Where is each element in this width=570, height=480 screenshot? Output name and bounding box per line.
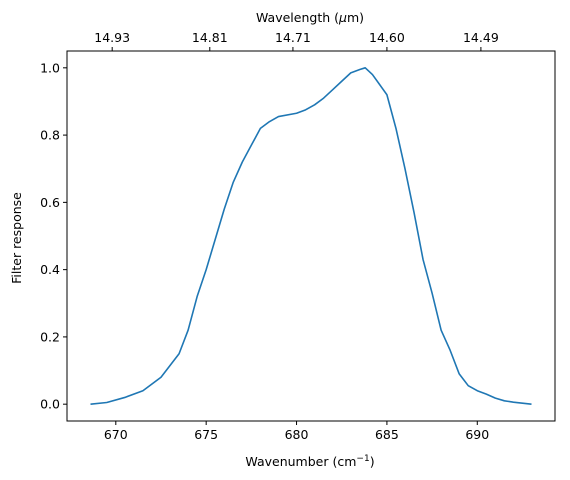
x-axis-title: Wavenumber (cm−1): [245, 454, 374, 469]
top-axis-title: Wavelength (μm): [256, 10, 364, 25]
x-axis-title-superscript: −1: [356, 454, 369, 464]
series-line-0: [90, 67, 532, 405]
top-tick-label: 14.49: [463, 30, 499, 45]
x-axis: 670 675 680 685 690: [104, 421, 489, 442]
y-axis: 0.0 0.2 0.4 0.6 0.8 1.0: [40, 60, 67, 412]
top-wavelength-axis: 14.93 14.81 14.71 14.60 14.49: [94, 30, 499, 51]
y-tick-label: 0.2: [40, 329, 60, 344]
top-tick-label: 14.81: [192, 30, 228, 45]
y-tick-label: 0.4: [40, 262, 60, 277]
y-tick-label: 0.0: [40, 397, 60, 412]
x-tick-label: 670: [104, 427, 128, 442]
top-tick-label: 14.60: [369, 30, 405, 45]
top-tick-label: 14.93: [94, 30, 130, 45]
top-tick-label: 14.71: [275, 30, 311, 45]
x-tick-label: 690: [465, 427, 489, 442]
y-tick-label: 1.0: [40, 60, 60, 75]
y-axis-title: Filter response: [9, 192, 24, 284]
x-tick-label: 680: [285, 427, 309, 442]
y-tick-label: 0.8: [40, 128, 60, 143]
plot-frame: [66, 50, 556, 422]
y-tick-label: 0.6: [40, 195, 60, 210]
x-tick-label: 685: [375, 427, 399, 442]
x-tick-label: 675: [194, 427, 218, 442]
plot-area: [66, 50, 556, 422]
